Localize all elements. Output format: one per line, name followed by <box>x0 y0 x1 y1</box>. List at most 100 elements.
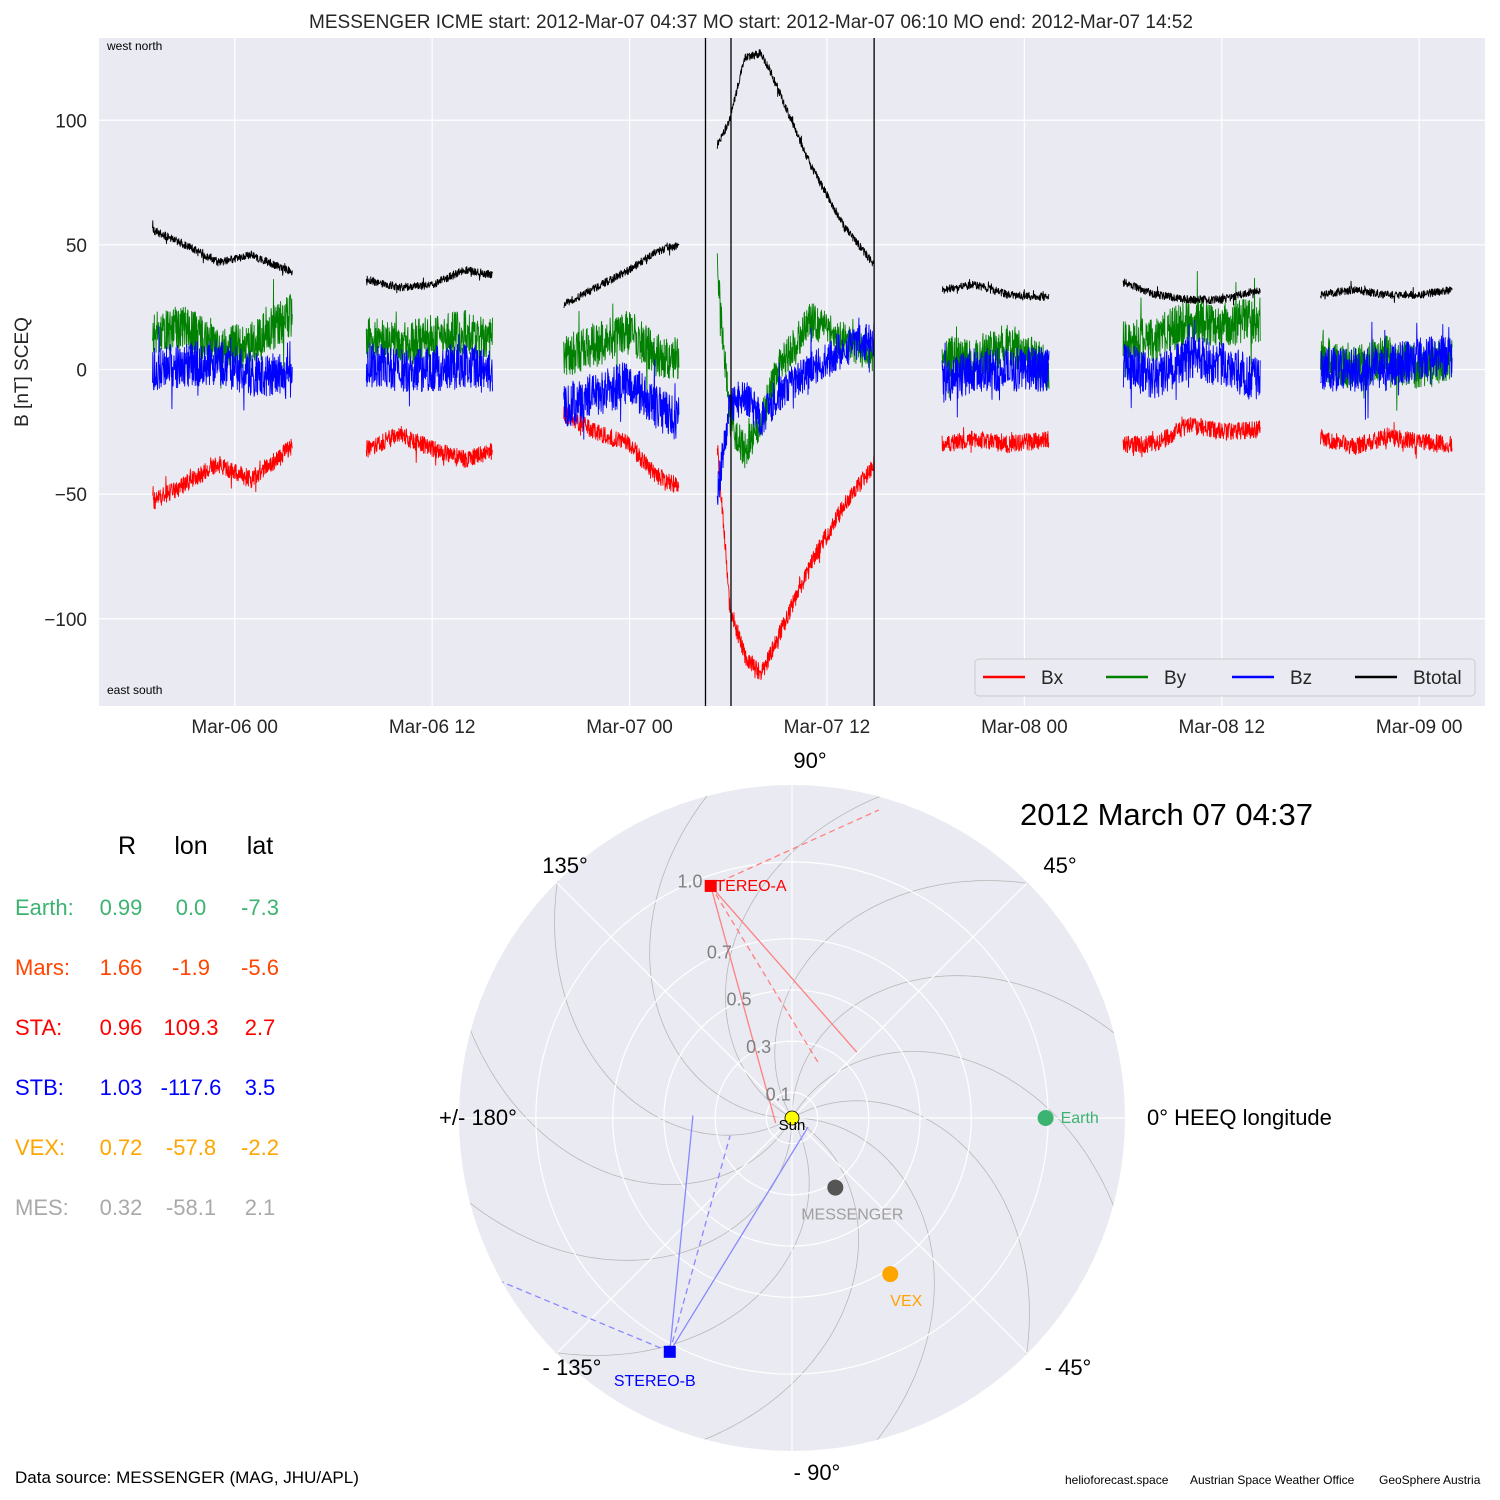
series-line-by <box>1122 270 1261 378</box>
parker-spiral <box>792 1117 935 1451</box>
vex-label: VEX <box>890 1293 922 1310</box>
radial-gridline <box>612 938 972 1298</box>
y-tick-label: 100 <box>55 111 87 132</box>
series-line-bz <box>1320 321 1453 420</box>
series-line-bx <box>1122 416 1261 458</box>
legend-label: By <box>1164 668 1187 689</box>
angular-gridline <box>791 882 1028 1119</box>
r-tick-label: 0.3 <box>746 1037 771 1057</box>
series-line-btotal <box>152 220 293 276</box>
angular-gridline <box>556 1117 793 1354</box>
stereo-a-fov-line <box>710 885 777 1124</box>
angle-label: - 45° <box>1045 1355 1092 1380</box>
x-tick-label: Mar-08 12 <box>1178 717 1265 738</box>
y-tick-label: 0 <box>76 361 87 382</box>
stereo-a-label: STEREO-A <box>705 878 787 895</box>
r-tick-label: 0.1 <box>766 1084 791 1104</box>
earth-label: Earth <box>1061 1110 1099 1127</box>
x-tick-label: Mar-09 00 <box>1376 717 1463 738</box>
series-line-btotal <box>1122 278 1261 306</box>
series-line-by <box>563 303 680 396</box>
angular-gridline <box>556 882 793 1119</box>
x-tick-label: Mar-06 00 <box>191 717 278 738</box>
credit-geosphere-austria: GeoSphere Austria <box>1379 1473 1481 1487</box>
angle-label: - 90° <box>794 1460 841 1485</box>
legend: Bx By Bz Btotal <box>974 658 1476 697</box>
legend-label: Bz <box>1290 668 1312 689</box>
credit-helioforecast: helioforecast.space <box>1065 1473 1169 1487</box>
series-line-btotal <box>365 266 493 294</box>
table-cell-body: Mars: <box>15 955 70 980</box>
y-tick-label: 50 <box>66 236 87 257</box>
legend-box <box>974 658 1476 697</box>
table-cell-lat: -2.2 <box>241 1135 279 1160</box>
corner-label-top: west north <box>106 39 162 53</box>
parker-spiral <box>459 1118 793 1261</box>
angle-label: 0° HEEQ longitude <box>1147 1105 1332 1130</box>
radial-gridline <box>714 1040 870 1196</box>
parker-spiral <box>791 1051 1120 1222</box>
table-cell-body: Earth: <box>15 895 74 920</box>
table-cell-lon: 0.0 <box>175 895 207 920</box>
series-line-bx <box>365 426 493 468</box>
r-tick-label: 0.7 <box>707 942 732 962</box>
radial-gridline <box>663 989 921 1247</box>
series-line-bz <box>1122 320 1261 409</box>
series-line-bz <box>941 342 1050 418</box>
polar-grid <box>459 785 1125 1451</box>
parker-spiral <box>688 1117 859 1446</box>
table-cell-lat: 3.5 <box>244 1075 276 1100</box>
parker-spiral <box>774 880 1046 1119</box>
messenger-marker <box>827 1179 844 1196</box>
stereo-a-marker <box>704 879 717 892</box>
angle-label: 135° <box>542 853 588 878</box>
y-tick-label: −100 <box>44 610 87 631</box>
parker-spiral <box>464 1014 793 1185</box>
series-line-bx <box>563 406 680 493</box>
stereo-b-fov-line <box>486 1275 671 1353</box>
parker-spiral <box>538 1117 810 1356</box>
series-line-bx <box>941 427 1050 454</box>
table-cell-lat: -5.6 <box>241 955 279 980</box>
earth-marker <box>1037 1110 1054 1126</box>
stereo-a-fov-line <box>710 885 820 1065</box>
series-line-bx <box>716 445 875 681</box>
messenger-label: MESSENGER <box>801 1207 903 1224</box>
stereo-a-fov-line <box>710 809 880 887</box>
series-line-bz <box>716 317 875 505</box>
stereo-b-marker <box>663 1345 676 1358</box>
table-cell-lat: -7.3 <box>241 895 279 920</box>
series-line-btotal <box>716 49 875 267</box>
x-tick-label: Mar-07 00 <box>586 717 673 738</box>
table-cell-lon: -1.9 <box>172 955 210 980</box>
corner-label-bottom: east south <box>107 683 162 697</box>
table-cell-lon: 109.3 <box>163 1015 219 1040</box>
table-cell-r: 0.32 <box>99 1195 143 1220</box>
table-header-r: R <box>117 832 137 860</box>
table-header-lon: lon <box>174 832 208 860</box>
angle-label: 45° <box>1043 853 1076 878</box>
y-tick-label: −50 <box>55 485 87 506</box>
stereo-b-fov-line <box>669 1135 731 1352</box>
series-line-bz <box>152 326 293 411</box>
radial-gridline <box>535 861 1049 1375</box>
polar-title: 2012 March 07 04:37 <box>1020 797 1313 832</box>
series-line-bx <box>152 438 293 510</box>
parker-spiral <box>649 785 792 1119</box>
stereo-a-fov-line <box>710 885 858 1053</box>
series-line-bx <box>1320 422 1453 459</box>
angle-label: - 135° <box>543 1355 602 1380</box>
r-tick-label: 1.0 <box>677 871 702 891</box>
series-line-btotal <box>563 242 680 308</box>
table-cell-r: 1.03 <box>99 1075 143 1100</box>
series-line-bz <box>365 333 493 407</box>
table-header-lat: lat <box>246 832 274 860</box>
x-tick-label: Mar-08 00 <box>981 717 1068 738</box>
table-cell-lat: 2.7 <box>244 1015 276 1040</box>
table-cell-body: MES: <box>15 1195 69 1220</box>
table-cell-body: VEX: <box>15 1135 66 1160</box>
r-tick-label: 0.5 <box>726 990 751 1010</box>
credit-austrian-space-weather-office: Austrian Space Weather Office <box>1190 1473 1355 1487</box>
series-group <box>152 49 1453 681</box>
